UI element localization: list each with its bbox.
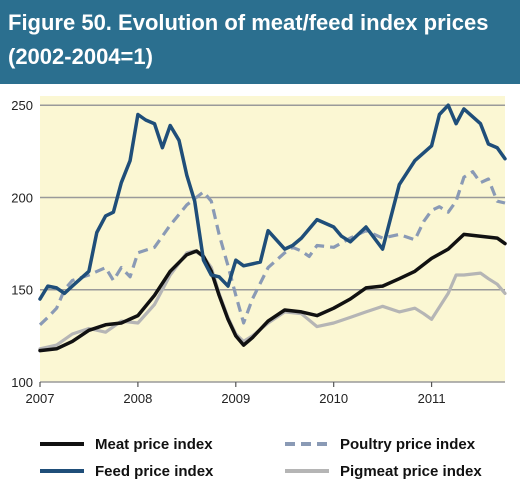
legend-label-feed: Feed price index (95, 463, 214, 480)
x-tick-label: 2010 (319, 391, 348, 406)
chart-subtitle: (2002-2004=1) (8, 44, 153, 69)
x-tick-label: 2009 (221, 391, 250, 406)
series-line-meat (38, 232, 507, 353)
chart-area: 100 150 200 250 2007 2008 2009 2010 2011 Meat pri… (0, 84, 520, 494)
y-tick-label: 100 (11, 375, 33, 390)
chart-svg: 100 150 200 250 2007 2008 2009 2010 2011 Meat pri… (11, 96, 507, 480)
x-tick-label: 2007 (26, 391, 55, 406)
title-bar: Figure 50. Evolution of meat/feed index … (0, 0, 520, 84)
series-line-feed (38, 103, 507, 301)
plot-background (40, 96, 505, 382)
y-tick-label: 250 (11, 98, 33, 113)
legend-label-pigmeat: Pigmeat price index (340, 463, 482, 480)
y-tick-label: 200 (11, 190, 33, 205)
x-tick-label: 2011 (418, 391, 446, 406)
y-tick-label: 150 (11, 283, 33, 298)
x-tick-label: 2008 (123, 391, 152, 406)
legend-label-meat: Meat price index (95, 436, 213, 453)
legend-label-poultry: Poultry price index (340, 436, 476, 453)
chart-title: Figure 50. Evolution of meat/feed index … (8, 10, 489, 35)
